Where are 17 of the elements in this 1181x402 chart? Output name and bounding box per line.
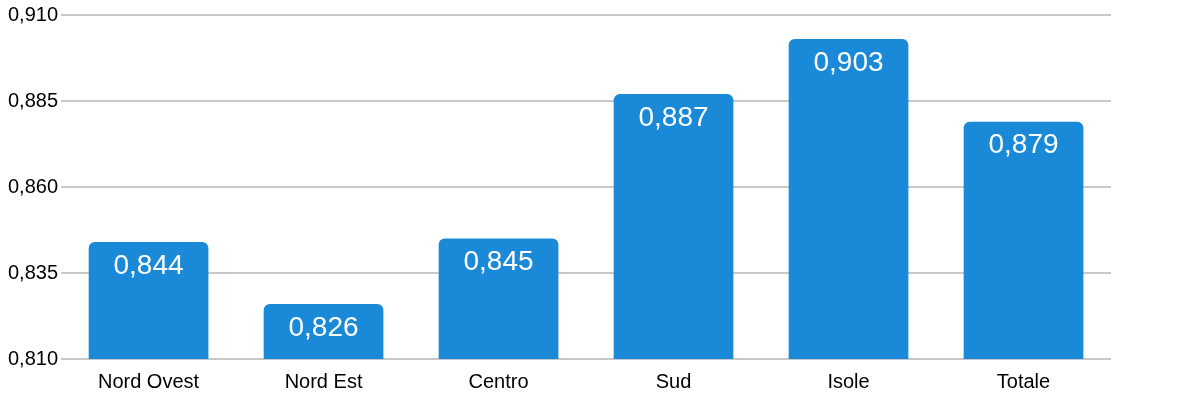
x-tick-label: Nord Ovest: [97, 369, 200, 392]
x-tick-label: Centro: [468, 369, 529, 392]
data-label: 0,844: [113, 248, 184, 280]
data-label: 0,887: [638, 100, 709, 132]
y-tick-label: 0,810: [7, 346, 59, 369]
y-tick-label: 0,860: [7, 174, 59, 197]
y-tick-label: 0,835: [7, 260, 59, 283]
x-tick-label: Nord Est: [284, 369, 363, 392]
data-label: 0,845: [463, 245, 534, 277]
x-tick-label: Isole: [827, 369, 870, 392]
data-label: 0,879: [988, 128, 1059, 160]
data-label: 0,826: [288, 310, 359, 342]
data-label: 0,903: [813, 45, 884, 77]
x-tick-label: Totale: [996, 369, 1051, 392]
y-tick-label: 0,910: [7, 2, 59, 25]
y-tick-label: 0,885: [7, 88, 59, 111]
x-tick-label: Sud: [655, 369, 692, 392]
